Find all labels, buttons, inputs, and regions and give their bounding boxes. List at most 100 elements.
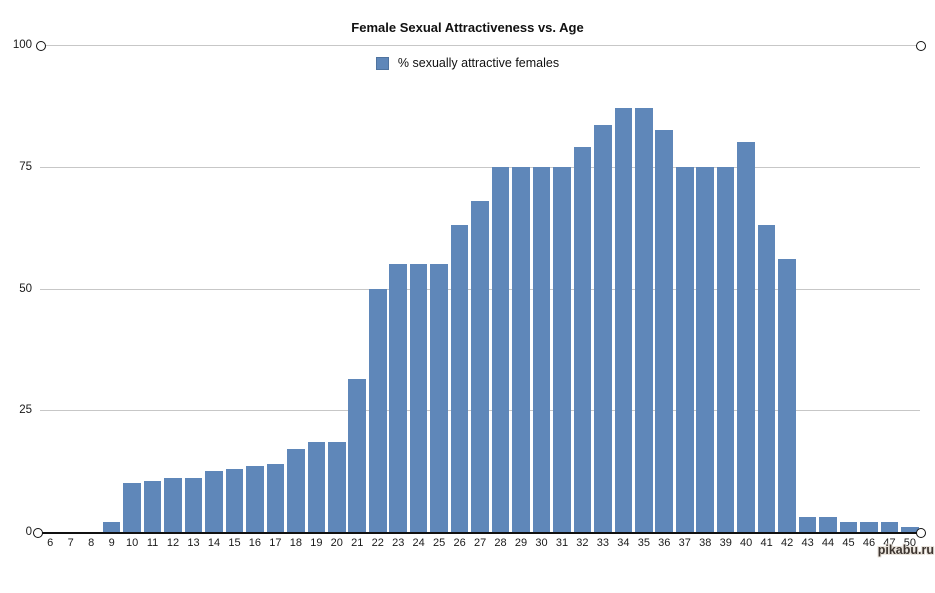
bar-age-36 — [655, 130, 674, 532]
axis-handle-bottom-right[interactable] — [916, 528, 926, 538]
x-tick-label-43: 43 — [801, 537, 814, 549]
x-tick-label-26: 26 — [453, 537, 466, 549]
bar-age-24 — [409, 264, 428, 532]
bar-slot-12 — [163, 45, 183, 532]
bar-age-29 — [512, 166, 530, 532]
bar-slot-31 — [552, 45, 572, 532]
bar-age-35 — [635, 108, 653, 532]
bar-age-22 — [368, 288, 387, 532]
bar-age-10 — [123, 483, 141, 532]
bar-slot-20 — [327, 45, 347, 532]
x-tick-label-27: 27 — [473, 537, 487, 549]
x-tick-label-7: 7 — [67, 537, 74, 549]
x-tick-label-6: 6 — [47, 537, 54, 549]
x-tick-label-20: 20 — [330, 537, 343, 549]
bar-slot-39 — [715, 45, 735, 532]
bar-slot-41 — [756, 45, 776, 532]
bar-slot-43 — [797, 45, 817, 532]
bar-slot-9 — [101, 45, 121, 532]
x-tick-label-15: 15 — [228, 537, 241, 549]
bar-slot-34 — [613, 45, 633, 532]
bar-slot-18 — [286, 45, 306, 532]
bar-age-12 — [164, 478, 182, 532]
bar-age-26 — [450, 225, 469, 532]
x-tick-label-16: 16 — [248, 537, 262, 549]
bar-age-47 — [880, 522, 899, 532]
x-tick-label-35: 35 — [637, 537, 650, 549]
x-tick-label-18: 18 — [289, 537, 302, 549]
x-tick-label-42: 42 — [780, 537, 794, 549]
bar-slot-40 — [736, 45, 756, 532]
bar-slot-25 — [429, 45, 449, 532]
bar-age-45 — [839, 522, 858, 532]
bar-age-42 — [778, 259, 796, 532]
bar-slot-35 — [634, 45, 654, 532]
bar-slot-13 — [183, 45, 203, 532]
x-tick-label-45: 45 — [842, 537, 855, 549]
bar-slot-26 — [449, 45, 469, 532]
y-tick-label-25: 25 — [19, 404, 32, 417]
x-tick-label-40: 40 — [740, 537, 753, 549]
x-tick-label-21: 21 — [351, 537, 364, 549]
x-tick-label-36: 36 — [658, 537, 671, 549]
bar-age-9 — [102, 522, 121, 532]
x-tick-label-11: 11 — [146, 537, 159, 549]
bar-age-28 — [491, 166, 510, 532]
x-tick-label-41: 41 — [760, 537, 773, 549]
bar-slot-27 — [470, 45, 490, 532]
bar-age-16 — [246, 466, 264, 532]
axis-handle-bottom-left[interactable] — [33, 528, 43, 538]
plot-area — [40, 45, 920, 534]
x-tick-label-8: 8 — [88, 537, 95, 549]
bar-age-39 — [716, 166, 735, 532]
axis-handle-top-right[interactable] — [916, 41, 926, 51]
bar-slot-50 — [900, 45, 920, 532]
x-tick-label-46: 46 — [862, 537, 876, 549]
bar-slot-14 — [204, 45, 224, 532]
bar-slot-42 — [777, 45, 797, 532]
x-tick-label-38: 38 — [699, 537, 712, 549]
x-tick-label-14: 14 — [207, 537, 221, 549]
bar-slot-19 — [306, 45, 326, 532]
bars — [40, 45, 920, 532]
x-tick-label-24: 24 — [412, 537, 425, 549]
bar-age-43 — [798, 517, 817, 532]
bar-slot-44 — [818, 45, 838, 532]
bar-slot-36 — [654, 45, 674, 532]
bar-age-18 — [287, 449, 305, 532]
axis-handle-top-left[interactable] — [36, 41, 46, 51]
x-tick-label-39: 39 — [719, 537, 732, 549]
bar-age-40 — [737, 142, 755, 532]
bar-age-14 — [205, 471, 223, 532]
bar-age-23 — [389, 264, 407, 532]
x-tick-label-44: 44 — [821, 537, 835, 549]
bar-slot-16 — [245, 45, 265, 532]
x-tick-label-33: 33 — [596, 537, 610, 549]
legend: % sexually attractive females — [0, 56, 935, 70]
x-tick-label-31: 31 — [555, 537, 569, 549]
x-tick-label-17: 17 — [269, 537, 282, 549]
bar-slot-38 — [695, 45, 715, 532]
x-tick-label-25: 25 — [433, 537, 446, 549]
y-tick-label-50: 50 — [19, 282, 32, 295]
bar-slot-11 — [142, 45, 162, 532]
bar-slot-29 — [511, 45, 531, 532]
bar-age-41 — [757, 225, 776, 532]
chart-title: Female Sexual Attractiveness vs. Age — [351, 20, 584, 35]
bar-slot-17 — [265, 45, 285, 532]
bar-age-17 — [266, 463, 285, 532]
bar-slot-24 — [408, 45, 428, 532]
bar-age-34 — [614, 108, 633, 532]
bar-age-11 — [143, 480, 162, 532]
bar-slot-32 — [572, 45, 592, 532]
bar-slot-37 — [675, 45, 695, 532]
bar-age-31 — [553, 166, 571, 532]
x-tick-label-9: 9 — [108, 537, 115, 549]
bar-slot-47 — [879, 45, 899, 532]
bar-slot-33 — [593, 45, 613, 532]
bar-age-44 — [819, 517, 837, 532]
legend-swatch-icon — [375, 56, 389, 70]
bar-age-13 — [184, 478, 203, 532]
x-tick-label-19: 19 — [310, 537, 323, 549]
